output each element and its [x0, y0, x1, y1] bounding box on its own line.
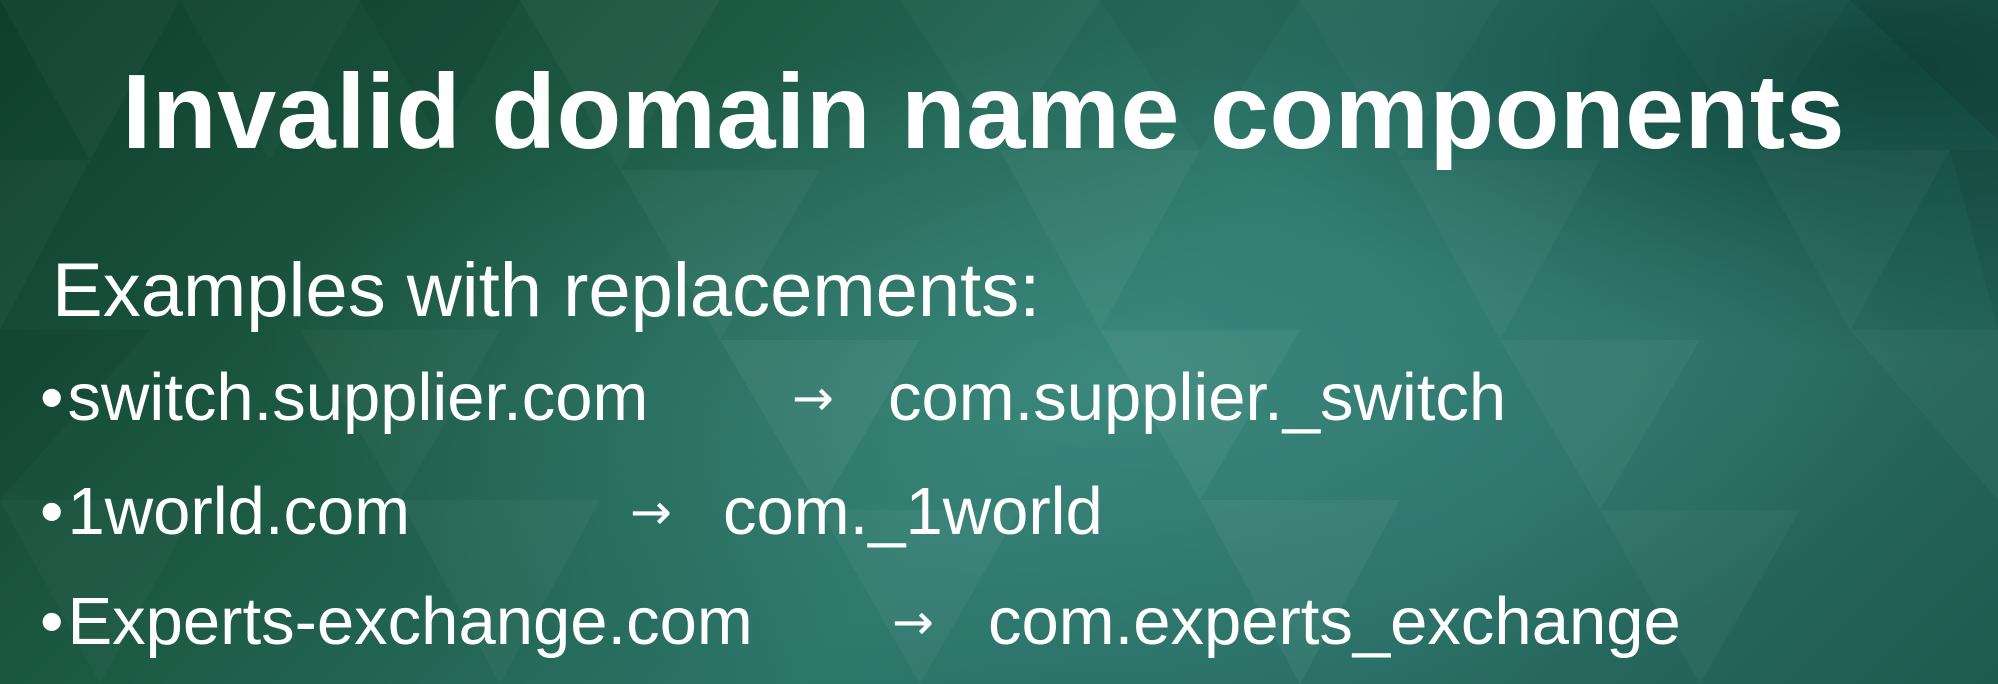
example-source: 1world.com: [67, 474, 411, 549]
arrow-right-icon: →: [630, 483, 672, 541]
slide-title: Invalid domain name components: [122, 53, 1846, 171]
slide-subtitle: Examples with replacements:: [52, 248, 1041, 333]
example-item: •Experts-exchange.com → com.experts_exch…: [40, 582, 1681, 662]
example-replacement: com.supplier._switch: [888, 360, 1507, 435]
example-replacement: com.experts_exchange: [988, 584, 1681, 659]
arrow-right-icon: →: [792, 369, 834, 427]
bullet-icon: •: [40, 584, 64, 659]
example-source: switch.supplier.com: [67, 360, 649, 435]
bullet-icon: •: [40, 474, 64, 549]
bullet-icon: •: [40, 360, 64, 435]
example-item: •switch.supplier.com → com.supplier._swi…: [40, 358, 1506, 438]
example-replacement: com._1world: [723, 474, 1103, 549]
arrow-right-icon: →: [892, 593, 934, 651]
example-item: •1world.com → com._1world: [40, 472, 1103, 552]
example-source: Experts-exchange.com: [67, 584, 753, 659]
